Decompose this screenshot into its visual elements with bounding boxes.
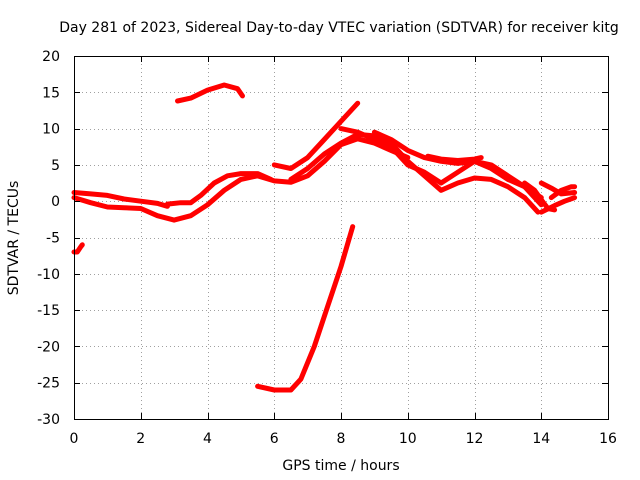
x-tick-label: 8 [337, 431, 346, 447]
x-tick-label: 16 [599, 431, 617, 447]
grid-lines [74, 56, 608, 419]
x-tick-label: 6 [270, 431, 279, 447]
y-tick-label: -10 [37, 267, 60, 283]
y-tick-label: -30 [37, 412, 60, 428]
series-arc-j [425, 153, 484, 163]
series-arc-a [71, 190, 170, 209]
x-tick-label: 10 [399, 431, 417, 447]
series-arc-b [71, 136, 411, 223]
y-tick-label: 15 [42, 85, 60, 101]
series-arc-h [338, 126, 544, 208]
series-arc-f [271, 100, 361, 171]
series-arc-d [175, 82, 245, 104]
chart-title: Day 281 of 2023, Sidereal Day-to-day VTE… [59, 20, 619, 36]
y-tick-label: 10 [42, 122, 60, 138]
x-tick-label: 14 [532, 431, 550, 447]
y-tick-label: 20 [42, 49, 60, 65]
series-arc-m [538, 195, 578, 215]
x-tick-label: 2 [136, 431, 145, 447]
series-arc-e [255, 224, 356, 393]
x-axis-title: GPS time / hours [282, 458, 399, 474]
x-tick-label: 12 [466, 431, 484, 447]
y-tick-label: -20 [37, 339, 60, 355]
series-arc-c [164, 171, 274, 207]
y-tick-label: -25 [37, 376, 60, 392]
x-tick-label: 0 [70, 431, 79, 447]
series-arc-n [548, 184, 578, 201]
y-tick-label: 0 [51, 194, 60, 210]
series-arc-o [71, 242, 85, 255]
x-tick-labels: 0 2 4 6 8 10 12 14 16 [70, 431, 617, 447]
data-series [71, 82, 578, 393]
y-axis-title: SDTVAR / TECUs [6, 181, 22, 296]
y-tick-label: -5 [46, 231, 60, 247]
series-arc-i [371, 129, 544, 201]
axis-ticks [74, 56, 609, 420]
x-tick-label: 4 [203, 431, 212, 447]
y-tick-labels: -30 -25 -20 -15 -10 -5 0 5 10 15 20 [37, 49, 60, 428]
y-tick-label: -15 [37, 303, 60, 319]
y-tick-label: 5 [51, 158, 60, 174]
